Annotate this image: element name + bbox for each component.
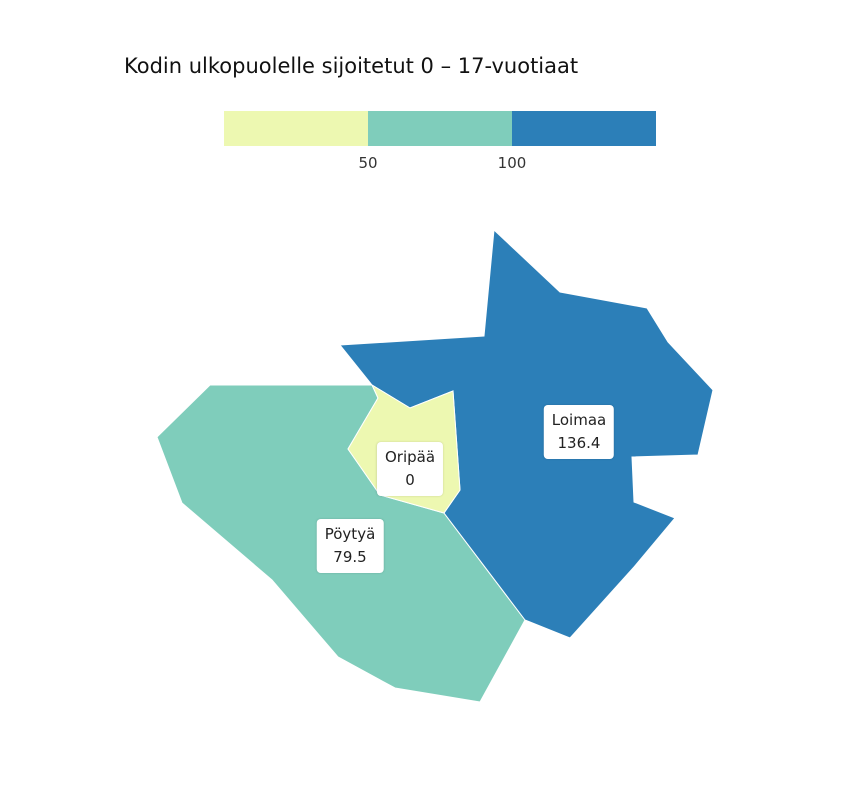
region-label-oripaa: Oripää 0 (376, 442, 444, 496)
legend-swatch-mid (368, 111, 512, 146)
legend-tick-50: 50 (358, 154, 378, 172)
region-name-loimaa: Loimaa (551, 411, 607, 429)
region-label-poytya: Pöytyä 79.5 (316, 519, 384, 573)
legend-tick-100: 100 (497, 154, 527, 172)
region-name-oripaa: Oripää (384, 448, 436, 466)
color-legend (224, 111, 656, 146)
region-value-oripaa: 0 (405, 471, 415, 489)
legend-swatch-low (224, 111, 368, 146)
legend-swatch-high (512, 111, 656, 146)
region-name-poytya: Pöytyä (324, 525, 376, 543)
region-label-loimaa: Loimaa 136.4 (543, 405, 615, 459)
region-value-poytya: 79.5 (333, 548, 367, 566)
region-value-loimaa: 136.4 (557, 434, 601, 452)
map-title: Kodin ulkopuolelle sijoitetut 0 – 17-vuo… (124, 54, 579, 78)
